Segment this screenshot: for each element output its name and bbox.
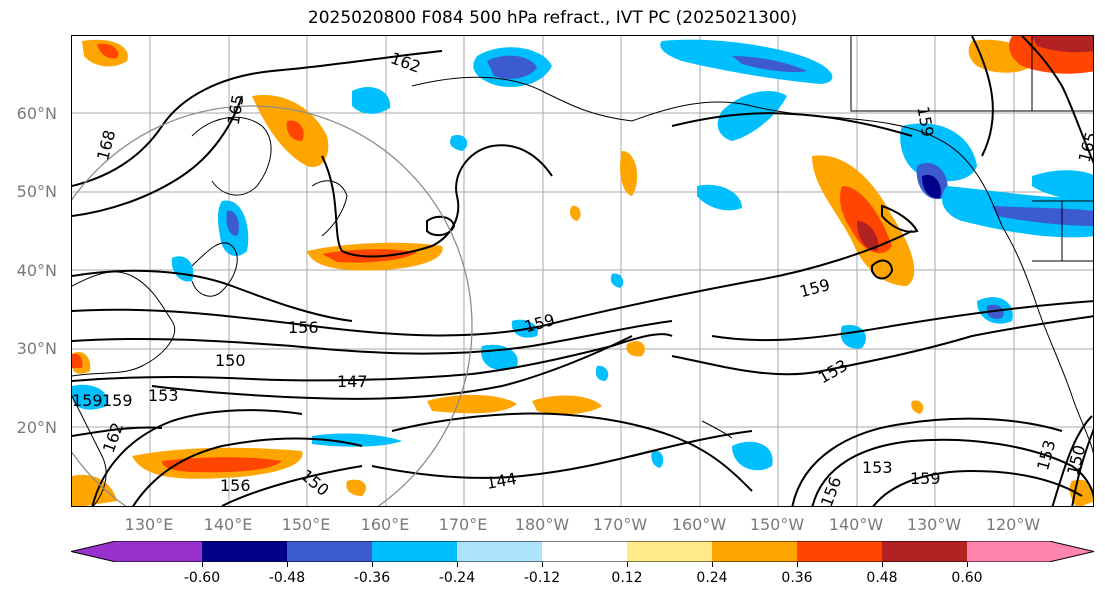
contour-label: 162: [388, 48, 423, 76]
negative-anomaly-shading: [72, 39, 1093, 471]
lon-label-150w: 150°W: [749, 515, 805, 534]
colorbar-segment: [797, 541, 882, 562]
colorbar-segment: [287, 541, 372, 562]
colorbar-segment: [71, 541, 202, 562]
lat-label-30n: 30°N: [16, 339, 57, 358]
coastlines: [72, 36, 1093, 506]
colorbar-tick-label: -0.60: [183, 570, 221, 586]
contour-label: 162: [99, 420, 127, 455]
colorbar-segment: [457, 541, 542, 562]
colorbar-tick-mark: [457, 562, 458, 567]
lon-label-130w: 130°W: [906, 515, 962, 534]
contour-label: 153: [1033, 438, 1059, 472]
colorbar-segment: [372, 541, 457, 562]
contour-label: 159: [102, 391, 133, 410]
lon-label-130e: 130°E: [124, 515, 174, 534]
lon-label-120w: 120°W: [985, 515, 1041, 534]
contour-label: 147: [337, 372, 368, 391]
lon-label-170e: 170°E: [438, 515, 488, 534]
colorbar-tick-label: 0.24: [696, 570, 728, 586]
contour-label: 156: [817, 474, 845, 507]
positive-anomaly-shading: [72, 36, 1093, 506]
lon-label-170w: 170°W: [592, 515, 648, 534]
contour-label: 159: [910, 469, 941, 488]
contour-label: 159: [522, 310, 556, 336]
colorbar-tick-mark: [542, 562, 543, 567]
contour-label: 150: [297, 466, 333, 500]
colorbar-segment: [882, 541, 967, 562]
lon-label-160e: 160°E: [360, 515, 410, 534]
lat-label-40n: 40°N: [16, 261, 57, 280]
colorbar-tick-mark: [967, 562, 968, 567]
map-panel: 162 165 168 156 150 147 159 159 159 153 …: [71, 35, 1094, 507]
contour-label: 165: [1075, 130, 1094, 164]
colorbar-tick-label: -0.36: [353, 570, 391, 586]
colorbar-tick-label: 0.48: [866, 570, 898, 586]
contour-label: 153: [862, 458, 893, 477]
map-canvas: 162 165 168 156 150 147 159 159 159 153 …: [72, 36, 1094, 507]
contour-label: 156: [220, 476, 251, 495]
lon-label-180w: 180°W: [514, 515, 570, 534]
contour-label: 168: [93, 128, 119, 162]
lat-label-60n: 60°N: [16, 104, 57, 123]
colorbar-tick-label: 0.36: [781, 570, 813, 586]
colorbar-tick-label: -0.24: [438, 570, 476, 586]
colorbar-tick-mark: [372, 562, 373, 567]
colorbar-segment: [542, 541, 627, 562]
graticule: [72, 36, 1093, 506]
contour-label: 159: [72, 391, 103, 410]
colorbar-tick-mark: [882, 562, 883, 567]
contour-label: 159: [798, 275, 832, 301]
radius-circle: [72, 105, 473, 506]
refractivity-contours: [72, 36, 1093, 506]
colorbar-tick-label: -0.48: [268, 570, 306, 586]
colorbar-tick-mark: [797, 562, 798, 567]
lon-label-160w: 160°W: [671, 515, 727, 534]
lat-label-20n: 20°N: [16, 418, 57, 437]
colorbar-segment: [712, 541, 797, 562]
colorbar-segment: [967, 541, 1094, 562]
lon-label-150e: 150°E: [281, 515, 331, 534]
colorbar-tick-mark: [627, 562, 628, 567]
lon-label-140e: 140°E: [203, 515, 253, 534]
contour-label: 144: [485, 469, 518, 493]
contour-label: 156: [288, 318, 319, 337]
contour-label-group: 162 165 168 156 150 147 159 159 159 153 …: [72, 48, 1094, 507]
contour-label: 153: [815, 356, 851, 388]
lon-label-140w: 140°W: [828, 515, 884, 534]
contour-label: 150: [215, 351, 246, 370]
colorbar-tick-mark: [712, 562, 713, 567]
colorbar-tick-mark: [202, 562, 203, 567]
map-title: 2025020800 F084 500 hPa refract., IVT PC…: [307, 8, 798, 28]
contour-label: 165: [224, 93, 248, 126]
contour-label: 150: [1063, 443, 1089, 477]
colorbar-segment: [202, 541, 287, 562]
lat-label-50n: 50°N: [16, 182, 57, 201]
colorbar: [71, 541, 1094, 562]
colorbar-tick-mark: [287, 562, 288, 567]
contour-label: 153: [148, 386, 179, 405]
colorbar-tick-label: 0.60: [951, 570, 983, 586]
colorbar-tick-label: 0.12: [611, 570, 643, 586]
colorbar-segment: [627, 541, 712, 562]
colorbar-tick-label: -0.12: [523, 570, 561, 586]
